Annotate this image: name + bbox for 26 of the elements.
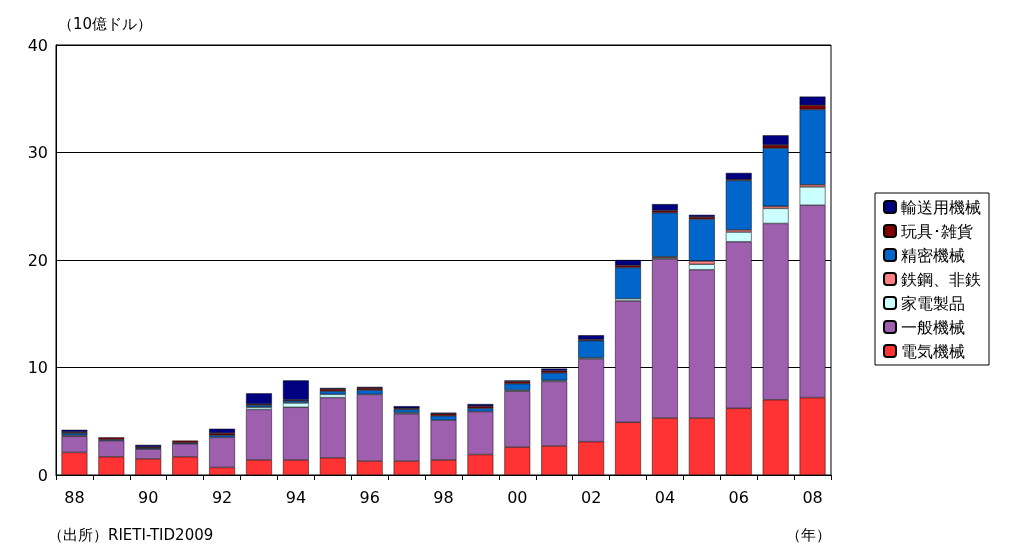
y-tick-label: 40 xyxy=(27,35,48,55)
legend-label: 精密機械 xyxy=(901,245,965,265)
legend-label: 玩具･雑貨 xyxy=(901,221,973,241)
x-tick-label: 92 xyxy=(211,487,233,507)
y-tick-label: 10 xyxy=(27,358,48,377)
x-tick-label: 88 xyxy=(64,487,85,507)
x-tick-label: 98 xyxy=(433,487,454,507)
x-tick-label: 06 xyxy=(728,487,749,507)
legend-label: 輸送用機械 xyxy=(901,197,981,217)
y-tick-label: 0 xyxy=(37,465,48,485)
x-tick-label: 96 xyxy=(359,487,380,507)
x-tick-label: 94 xyxy=(285,487,307,507)
x-tick-label: 90 xyxy=(138,487,159,507)
legend-label: 一般機械 xyxy=(901,317,965,337)
x-axis-title: （年） xyxy=(786,525,831,544)
y-axis-title: （10億ドル） xyxy=(58,14,153,33)
y-tick-label: 20 xyxy=(27,250,48,270)
y-tick-label: 30 xyxy=(27,143,48,162)
x-tick-label: 00 xyxy=(507,487,528,507)
legend-label: 電気機械 xyxy=(901,341,965,361)
legend-label: 家電製品 xyxy=(901,293,965,313)
text: （出所）RIETI-TID2009 xyxy=(48,525,214,544)
x-tick-label: 02 xyxy=(580,487,602,507)
x-tick-label: 08 xyxy=(802,487,823,507)
x-tick-label: 04 xyxy=(654,487,676,507)
legend-label: 鉄鋼、非鉄 xyxy=(901,269,981,289)
